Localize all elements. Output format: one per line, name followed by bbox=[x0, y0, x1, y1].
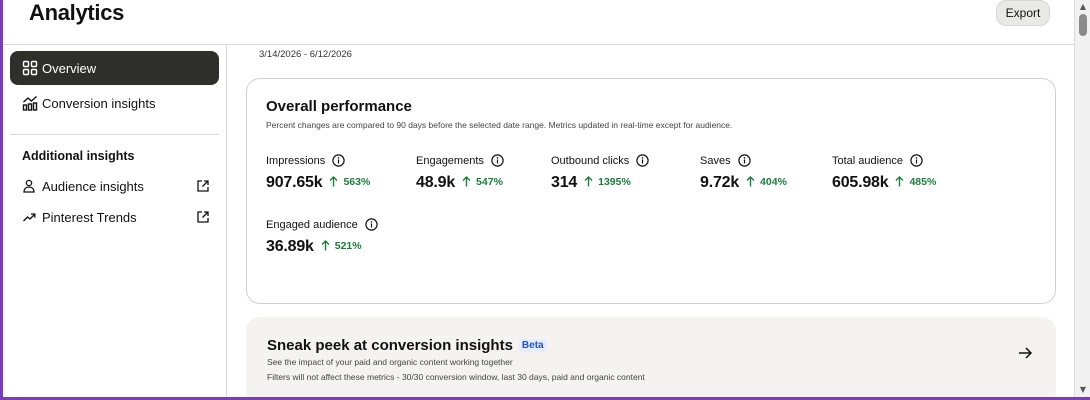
beta-badge: Beta bbox=[518, 339, 547, 352]
metric-engaged-audience: Engaged audience 36.89k 521% bbox=[266, 218, 378, 256]
card-subtitle: Percent changes are compared to 90 days … bbox=[266, 120, 733, 130]
arrow-up-icon bbox=[329, 176, 338, 187]
main-content: 3/14/2026 - 6/12/2026 Overall performanc… bbox=[228, 45, 1074, 397]
person-icon bbox=[22, 179, 36, 193]
sidebar-divider bbox=[10, 134, 219, 135]
grid-icon bbox=[22, 60, 38, 76]
sidebar-item-pinterest-trends[interactable]: Pinterest Trends bbox=[22, 207, 210, 227]
scroll-up-icon[interactable]: ▲ bbox=[1079, 2, 1087, 11]
sidebar-item-label: Overview bbox=[42, 60, 97, 76]
metric-engagements: Engagements 48.9k 547% bbox=[416, 154, 504, 192]
arrow-right-icon[interactable] bbox=[1017, 345, 1033, 361]
sidebar: Overview Conversion insights Additional … bbox=[3, 45, 227, 397]
export-button[interactable]: Export bbox=[996, 0, 1050, 26]
metric-label: Impressions bbox=[266, 154, 326, 167]
metric-change: 563% bbox=[329, 176, 370, 188]
overall-performance-card: Overall performance Percent changes are … bbox=[246, 78, 1056, 304]
peek-description: See the impact of your paid and organic … bbox=[267, 357, 513, 367]
external-link-icon bbox=[196, 210, 210, 224]
metric-value: 907.65k bbox=[266, 174, 323, 191]
metric-label: Engagements bbox=[416, 154, 484, 167]
sidebar-item-label: Pinterest Trends bbox=[42, 209, 137, 225]
metric-value: 48.9k bbox=[416, 174, 456, 191]
metric-label: Saves bbox=[700, 154, 731, 167]
metric-label: Outbound clicks bbox=[551, 154, 630, 167]
trend-arrow-icon bbox=[22, 210, 36, 224]
arrow-up-icon bbox=[895, 176, 904, 187]
metric-label: Total audience bbox=[832, 154, 903, 167]
peek-title: Sneak peek at conversion insights Beta bbox=[267, 337, 547, 354]
page-title: Analytics bbox=[29, 0, 125, 25]
window-frame-bottom bbox=[0, 397, 1090, 400]
info-icon[interactable] bbox=[636, 154, 649, 167]
arrow-up-icon bbox=[462, 176, 471, 187]
info-icon[interactable] bbox=[491, 154, 504, 167]
external-link-icon bbox=[196, 179, 210, 193]
scroll-thumb[interactable] bbox=[1079, 14, 1087, 36]
sidebar-item-audience-insights[interactable]: Audience insights bbox=[22, 176, 210, 196]
card-title: Overall performance bbox=[266, 98, 412, 115]
metric-value: 36.89k bbox=[266, 238, 314, 255]
metric-change: 485% bbox=[895, 176, 936, 188]
metric-change: 521% bbox=[321, 240, 362, 252]
arrow-up-icon bbox=[584, 176, 593, 187]
metric-value: 314 bbox=[551, 174, 578, 191]
info-icon[interactable] bbox=[365, 218, 378, 231]
metric-value: 605.98k bbox=[832, 174, 889, 191]
info-icon[interactable] bbox=[737, 154, 751, 167]
sidebar-item-label: Conversion insights bbox=[42, 95, 156, 111]
page-header: Analytics Export bbox=[3, 0, 1074, 45]
sidebar-section-title: Additional insights bbox=[22, 149, 135, 163]
info-icon[interactable] bbox=[910, 154, 923, 167]
scroll-down-icon[interactable]: ▼ bbox=[1079, 385, 1087, 394]
metric-saves: Saves 9.72k 404% bbox=[700, 154, 787, 192]
arrow-up-icon bbox=[746, 176, 755, 187]
metric-outbound-clicks: Outbound clicks 314 1395% bbox=[551, 154, 649, 192]
metric-change: 404% bbox=[746, 176, 787, 188]
arrow-up-icon bbox=[321, 240, 330, 251]
metric-total-audience: Total audience 605.98k 485% bbox=[832, 154, 936, 192]
sidebar-item-overview[interactable]: Overview bbox=[10, 51, 219, 85]
metric-change: 547% bbox=[462, 176, 503, 188]
conversion-chart-icon bbox=[22, 95, 38, 111]
sidebar-item-label: Audience insights bbox=[42, 178, 144, 194]
conversion-peek-card[interactable]: Sneak peek at conversion insights Beta S… bbox=[246, 317, 1056, 397]
info-icon[interactable] bbox=[332, 154, 345, 167]
metric-value: 9.72k bbox=[700, 174, 740, 191]
vertical-scrollbar[interactable]: ▲ ▼ bbox=[1074, 0, 1090, 397]
metric-label: Engaged audience bbox=[266, 218, 358, 231]
metric-impressions: Impressions 907.65k 563% bbox=[266, 154, 370, 192]
date-range: 3/14/2026 - 6/12/2026 bbox=[259, 49, 352, 60]
sidebar-item-conversion-insights[interactable]: Conversion insights bbox=[10, 86, 219, 120]
metric-change: 1395% bbox=[584, 176, 631, 188]
app-window: Analytics Export Overview Conversion ins… bbox=[3, 0, 1074, 397]
peek-filter-note: Filters will not affect these metrics - … bbox=[267, 372, 645, 382]
